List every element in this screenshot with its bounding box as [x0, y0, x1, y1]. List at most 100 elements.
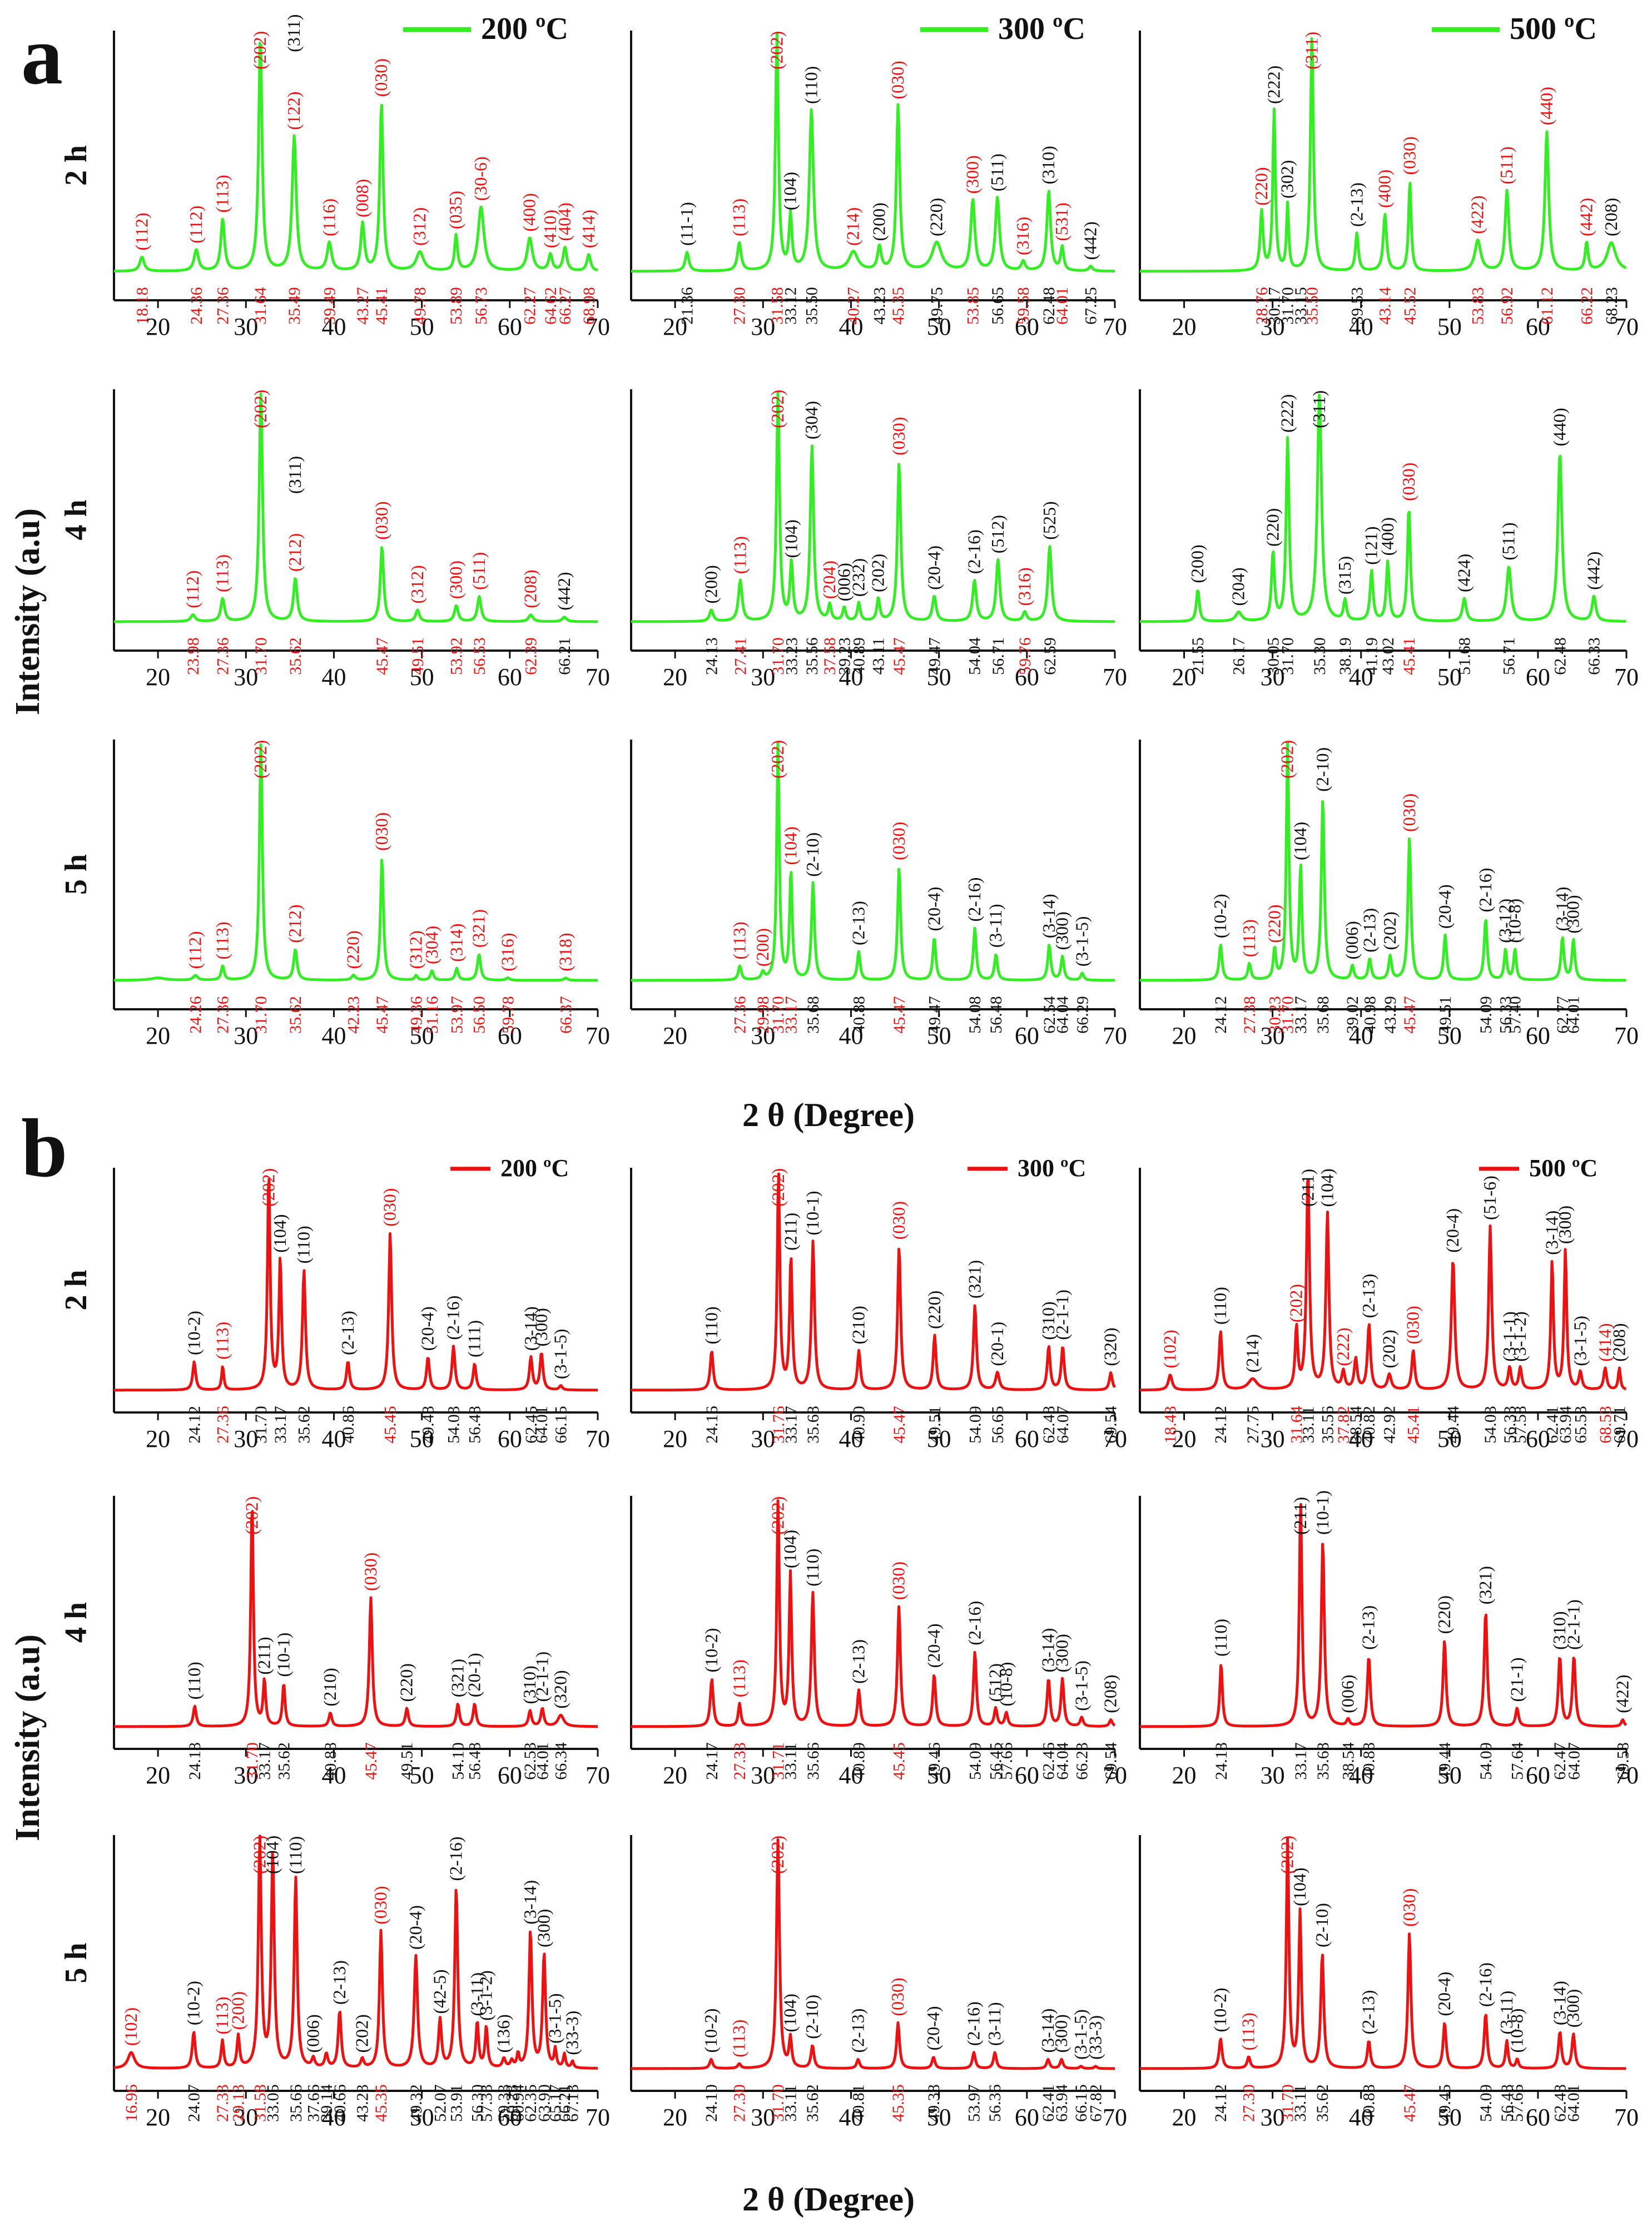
x-tick-label: 40 — [1349, 2104, 1373, 2131]
x-tick-label: 30 — [1261, 1425, 1285, 1452]
peak-position-label: 56.71 — [1500, 637, 1519, 675]
legend-2: 500 ºC — [1479, 1154, 1598, 1182]
peak-hkl-label: (300) — [1555, 1206, 1575, 1244]
peak-position-label: 31.64 — [251, 287, 270, 325]
peak-hkl-label: (3-1-5) — [550, 1329, 570, 1380]
peak-position-label: 54.09 — [966, 1742, 984, 1780]
peak-position-label: 56.33 — [1501, 1406, 1519, 1444]
peak-position-label: 57.58 — [1511, 1406, 1530, 1444]
peak-position-label: 42.92 — [1381, 1406, 1399, 1444]
peak-position-label: 68.53 — [1596, 1406, 1615, 1444]
peak-hkl-label: (110) — [1210, 1287, 1230, 1325]
peak-position-label: 24.16 — [703, 1406, 721, 1444]
peak-hkl-label: (200) — [1187, 544, 1207, 583]
peak-hkl-label: (030) — [371, 812, 391, 851]
peak-hkl-label: (136) — [493, 2014, 513, 2053]
peak-hkl-label: (304) — [801, 401, 821, 439]
peak-position-label: 56.71 — [989, 637, 1008, 675]
spectrum-line — [113, 743, 598, 982]
peak-position-label: 24.17 — [703, 1742, 721, 1780]
panel-b: b Intensity (a.u) 2 θ (Degree) 2 h 4 h 5 h 200… — [9, 1102, 1639, 2218]
peak-position-label: 53.97 — [448, 996, 466, 1034]
x-tick-label: 20 — [663, 2104, 687, 2131]
peak-position-label: 45.41 — [373, 287, 391, 325]
peak-hkl-label: (300) — [963, 155, 983, 194]
peak-position-label: 39.49 — [320, 287, 339, 325]
peak-hkl-label: (300) — [446, 561, 466, 599]
peak-hkl-label: (202) — [767, 740, 787, 779]
peak-hkl-label: (2-10) — [1312, 747, 1332, 792]
peak-position-label: 35.62 — [295, 1406, 314, 1444]
peak-position-label: 45.35 — [372, 2084, 390, 2122]
x-tick-label: 60 — [498, 313, 522, 340]
legend-label: 200 ºC — [500, 1154, 569, 1182]
peak-position-label: 62.41 — [1543, 1406, 1561, 1444]
x-tick-label: 50 — [927, 1022, 951, 1049]
peak-hkl-label: (220) — [396, 1663, 416, 1702]
spectrum-line — [113, 392, 598, 623]
peak-position-label: 56.92 — [1498, 287, 1516, 325]
subplot-b-4h-500C: 20 30 40 50 60 70 24.18 (110) 33.17 (211) 35.68 (10… — [1139, 1490, 1639, 1789]
peak-position-label: 35.68 — [804, 1406, 822, 1444]
peak-hkl-label: (312) — [409, 207, 429, 246]
peak-hkl-label: (20-4) — [924, 1623, 944, 1668]
peak-hkl-label: (300) — [1052, 911, 1072, 950]
peak-hkl-label: (2-13) — [1358, 1273, 1378, 1318]
peak-hkl-label: (3-12) — [1495, 899, 1515, 943]
x-tick-label: 70 — [1103, 1022, 1127, 1049]
peak-hkl-label: (2-16) — [445, 1837, 465, 1881]
peak-hkl-label: (321) — [468, 909, 488, 948]
peak-position-label: 49.47 — [925, 996, 944, 1034]
peak-hkl-label: (320) — [550, 1670, 570, 1708]
peak-hkl-label: (110) — [701, 1306, 721, 1344]
peak-hkl-label: (442) — [1576, 198, 1596, 236]
peak-position-label: 54.04 — [966, 637, 984, 675]
peak-hkl-label: (006) — [302, 2014, 323, 2053]
peak-hkl-label: (3-1-5) — [545, 1993, 565, 2044]
peak-position-label: 39.53 — [1348, 287, 1366, 325]
peak-hkl-label: (030) — [1399, 1888, 1419, 1927]
peak-position-label: 53.92 — [448, 637, 466, 675]
peak-hkl-label: (112) — [186, 206, 206, 244]
peak-hkl-label: (104) — [262, 1836, 282, 1874]
peak-position-label: 27.30 — [731, 2084, 749, 2122]
peak-hkl-label: (030) — [887, 61, 907, 99]
peak-position-label: 40.89 — [850, 637, 869, 675]
peak-hkl-label: (300) — [1563, 895, 1583, 933]
peak-position-label: 62.47 — [1551, 1742, 1569, 1780]
peak-hkl-label: (30-6) — [470, 156, 490, 201]
peak-position-label: 62.54 — [1040, 996, 1059, 1034]
peak-position-label: 57.66 — [1509, 2084, 1527, 2122]
x-tick-label: 60 — [1526, 313, 1550, 340]
x-tick-label: 20 — [146, 663, 170, 691]
legend-label: 200 ºC — [481, 12, 568, 46]
peak-hkl-label: (2-16) — [964, 1601, 984, 1645]
peak-hkl-label: (202) — [258, 1168, 278, 1207]
x-tick-label: 20 — [146, 1425, 170, 1452]
peak-hkl-label: (202) — [1379, 1330, 1399, 1368]
peak-hkl-label: (030) — [371, 501, 391, 539]
peak-position-label: 45.47 — [890, 1406, 909, 1444]
peak-position-label: 54.09 — [966, 1406, 984, 1444]
x-tick-label: 70 — [586, 313, 610, 340]
peak-position-label: 56.48 — [987, 996, 1005, 1034]
peak-position-label: 66.15 — [1072, 2084, 1090, 2122]
peak-hkl-label: (316) — [1013, 217, 1033, 255]
peak-hkl-label: (204) — [1228, 567, 1248, 606]
peak-position-label: 66.37 — [557, 996, 576, 1034]
peak-hkl-label: (102) — [1160, 1330, 1180, 1368]
peak-hkl-label: (113) — [212, 554, 232, 592]
peak-hkl-label: (310) — [1038, 1301, 1058, 1340]
peak-position-label: 33.11 — [1299, 1406, 1317, 1443]
peak-position-label: 40.88 — [1360, 2084, 1378, 2122]
peak-hkl-label: (2-1-1) — [1052, 1290, 1072, 1340]
peak-position-label: 54.10 — [449, 1742, 467, 1780]
peak-position-label: 24.10 — [702, 2084, 721, 2122]
peak-hkl-label: (202) — [767, 1836, 787, 1874]
x-tick-label: 50 — [410, 2104, 434, 2131]
peak-position-label: 62.27 — [521, 287, 539, 325]
peak-position-label: 40.66 — [331, 2084, 349, 2122]
peak-position-label: 27.36 — [731, 996, 750, 1034]
spectrum-line — [113, 42, 598, 272]
